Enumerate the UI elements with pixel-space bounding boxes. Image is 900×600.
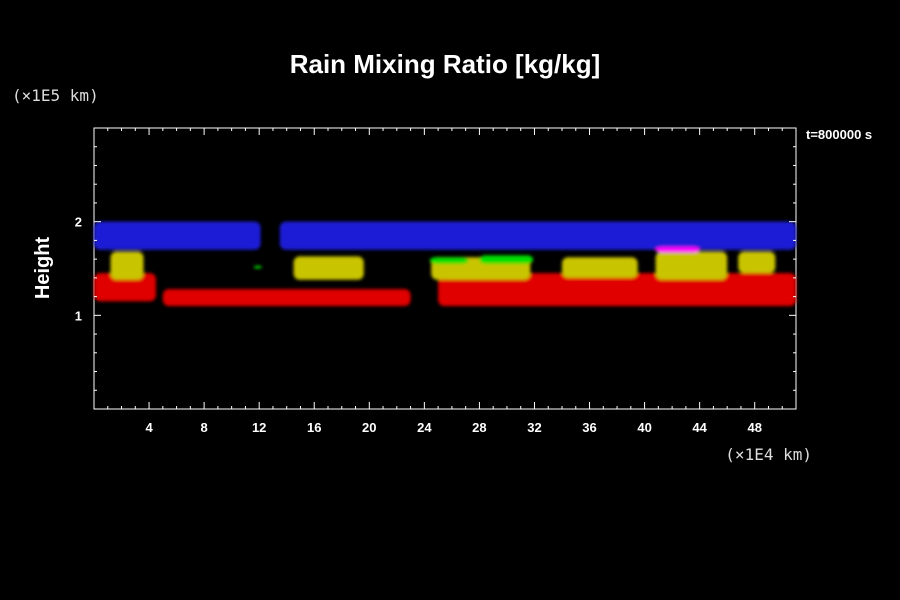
- rain-region-green-12: [429, 257, 469, 264]
- rain-region-red-2: [94, 273, 156, 302]
- y-axis-label: Height: [32, 237, 54, 300]
- x-tick-label-10: 44: [692, 420, 707, 435]
- y-tick-label-1: 2: [75, 215, 82, 230]
- time-label: t=800000 s: [806, 127, 872, 142]
- rain-region-blue-1: [279, 221, 797, 250]
- x-tick-label-4: 20: [362, 420, 376, 435]
- rain-region-red-4: [438, 273, 796, 306]
- rain-region-yellow-8: [562, 257, 638, 278]
- x-tick-label-7: 32: [527, 420, 541, 435]
- rain-region-yellow-5: [110, 251, 144, 280]
- y-tick-label-0: 1: [75, 308, 82, 323]
- chart-title: Rain Mixing Ratio [kg/kg]: [290, 49, 601, 79]
- x-tick-label-0: 4: [145, 420, 153, 435]
- x-tick-label-9: 40: [637, 420, 651, 435]
- rain-region-red-3: [162, 289, 411, 306]
- x-tick-label-8: 36: [582, 420, 596, 435]
- x-tick-label-5: 24: [417, 420, 432, 435]
- x-tick-label-3: 16: [307, 420, 321, 435]
- x-tick-label-11: 48: [747, 420, 761, 435]
- x-axis-unit: (×1E4 km): [725, 445, 812, 464]
- rain-region-yellow-6: [293, 256, 364, 280]
- rain-region-magenta-14: [655, 246, 700, 253]
- x-tick-label-6: 28: [472, 420, 486, 435]
- rain-region-green-13: [479, 255, 534, 264]
- rain-region-green-11: [253, 265, 262, 269]
- rain-field: [94, 221, 797, 306]
- rain-region-blue-0: [94, 221, 261, 250]
- x-tick-label-1: 8: [201, 420, 208, 435]
- y-axis-unit: (×1E5 km): [12, 86, 99, 105]
- rain-region-yellow-9: [655, 251, 728, 280]
- rain-region-yellow-10: [738, 251, 776, 274]
- x-tick-label-2: 12: [252, 420, 266, 435]
